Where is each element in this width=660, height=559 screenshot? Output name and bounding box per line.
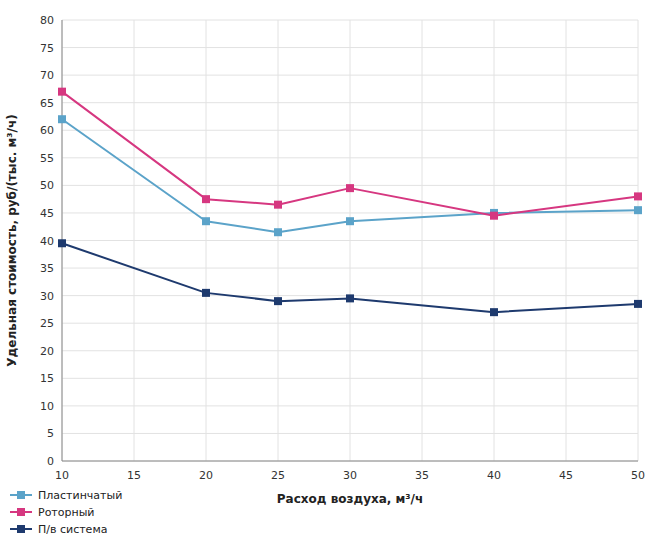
x-tick-label: 40 <box>487 469 501 482</box>
x-axis-line <box>62 461 638 462</box>
point <box>274 228 282 236</box>
legend-label: Роторный <box>38 506 95 519</box>
grid-line-x <box>350 20 351 461</box>
point <box>490 212 498 220</box>
x-tick-label: 15 <box>127 469 141 482</box>
grid <box>62 20 638 461</box>
legend-marker <box>17 525 25 533</box>
series-line <box>62 92 638 216</box>
y-tick-label: 5 <box>47 427 54 440</box>
grid-line-y <box>62 461 638 462</box>
point <box>634 192 642 200</box>
y-tick-label: 35 <box>40 262 54 275</box>
x-tick-label: 45 <box>559 469 573 482</box>
x-tick-label: 30 <box>343 469 357 482</box>
y-tick-label: 65 <box>40 97 54 110</box>
y-tick-label: 55 <box>40 152 54 165</box>
y-tick-label: 30 <box>40 290 54 303</box>
point <box>634 206 642 214</box>
point <box>58 88 66 96</box>
x-tick-label: 25 <box>271 469 285 482</box>
axes: 0 5 10 15 20 25 30 35 40 45 50 55 60 65 70 75 80 10 15 20 25… <box>40 14 645 482</box>
x-axis-label: Расход воздуха, м³/ч <box>277 492 423 506</box>
grid-line-x <box>494 20 495 461</box>
point <box>634 300 642 308</box>
legend: Пластинчатый Роторный П/в система <box>10 489 122 536</box>
legend-label: П/в система <box>38 523 107 536</box>
point <box>202 217 210 225</box>
x-tick-label: 10 <box>55 469 69 482</box>
point <box>58 115 66 123</box>
series <box>58 115 642 236</box>
x-tick-label: 35 <box>415 469 429 482</box>
y-tick-label: 10 <box>40 400 54 413</box>
y-tick-label: 75 <box>40 42 54 55</box>
grid-line-x <box>422 20 423 461</box>
point <box>346 217 354 225</box>
series-line <box>62 243 638 312</box>
y-tick-label: 60 <box>40 124 54 137</box>
plot-area <box>58 88 642 317</box>
y-tick-label: 15 <box>40 372 54 385</box>
grid-line-x <box>134 20 135 461</box>
point <box>274 297 282 305</box>
series-line <box>62 119 638 232</box>
series <box>58 239 642 316</box>
legend-label: Пластинчатый <box>38 489 122 502</box>
point <box>202 195 210 203</box>
y-tick-label: 0 <box>47 455 54 468</box>
y-tick-label: 25 <box>40 317 54 330</box>
point <box>202 289 210 297</box>
series <box>58 88 642 220</box>
grid-line-x <box>206 20 207 461</box>
point <box>274 201 282 209</box>
point <box>346 294 354 302</box>
y-tick-label: 80 <box>40 14 54 27</box>
point <box>490 308 498 316</box>
y-tick-label: 50 <box>40 179 54 192</box>
point <box>58 239 66 247</box>
x-tick-label: 20 <box>199 469 213 482</box>
grid-line-x <box>566 20 567 461</box>
point <box>346 184 354 192</box>
grid-line-x <box>278 20 279 461</box>
x-tick-label: 50 <box>631 469 645 482</box>
legend-marker <box>17 491 25 499</box>
grid-line-x <box>638 20 639 461</box>
y-axis-label: Удельная стоимость, руб/(тыс. м³/ч) <box>5 114 19 366</box>
y-tick-label: 45 <box>40 207 54 220</box>
y-tick-label: 40 <box>40 235 54 248</box>
y-tick-label: 20 <box>40 345 54 358</box>
chart: 0 5 10 15 20 25 30 35 40 45 50 55 60 65 70 75 80 10 15 20 25… <box>0 0 660 559</box>
y-tick-label: 70 <box>40 69 54 82</box>
legend-marker <box>17 508 25 516</box>
